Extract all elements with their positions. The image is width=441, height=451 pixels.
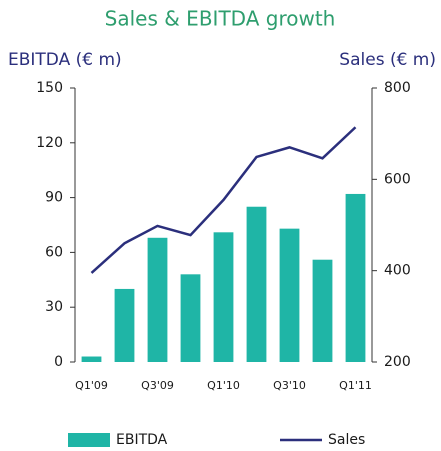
y2-tick-label: 400 (384, 263, 411, 279)
y-tick-label: 0 (54, 354, 63, 370)
y2-tick-label: 200 (384, 354, 411, 370)
bar (114, 288, 135, 362)
y-tick-label: 30 (45, 299, 63, 315)
bar (147, 237, 168, 362)
y-tick-label: 120 (36, 135, 63, 151)
bar (213, 232, 234, 362)
y-tick-label: 60 (45, 244, 63, 260)
bar (279, 228, 300, 362)
bar (345, 193, 366, 362)
y-axis-title: EBITDA (€ m) (8, 50, 122, 70)
legend-swatch (68, 433, 110, 447)
bar (180, 274, 201, 362)
y-tick-label: 150 (36, 80, 63, 96)
bar (246, 206, 267, 362)
y-tick-label: 90 (45, 190, 63, 206)
x-tick-label: Q3'10 (273, 379, 306, 392)
line (90, 126, 357, 274)
x-tick-label: Q1'10 (207, 379, 240, 392)
x-tick-label: Q1'09 (75, 379, 108, 392)
chart-title: Sales & EBITDA growth (105, 7, 336, 31)
y2-tick-label: 800 (384, 80, 411, 96)
x-tick-label: Q1'11 (339, 379, 372, 392)
y2-axis-title: Sales (€ m) (339, 50, 436, 70)
legend-label: EBITDA (116, 432, 168, 448)
bar (312, 259, 333, 362)
bar (81, 356, 102, 362)
x-tick-label: Q3'09 (141, 379, 174, 392)
y2-tick-label: 600 (384, 171, 411, 187)
legend-label: Sales (328, 432, 365, 448)
